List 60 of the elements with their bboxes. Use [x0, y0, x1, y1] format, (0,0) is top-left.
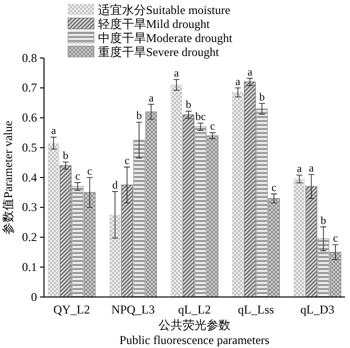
x-tick-label: qL_D3 — [300, 302, 334, 317]
bar — [170, 84, 182, 298]
data-label: a — [51, 125, 56, 138]
y-tick-label: 0.5 — [22, 140, 37, 154]
y-tick-label: 0.2 — [22, 230, 37, 244]
bar — [109, 214, 121, 298]
bar — [121, 184, 133, 298]
x-tick-label: qL_Lss — [238, 302, 274, 317]
bar — [318, 238, 330, 298]
bar — [305, 186, 318, 298]
x-tick-label: qL_L2 — [178, 302, 211, 317]
y-tick-label: 0.4 — [22, 170, 37, 184]
data-label: c — [272, 182, 277, 194]
data-label: c — [332, 232, 338, 245]
bar — [60, 165, 72, 298]
data-label: a — [308, 162, 314, 175]
data-label: a — [296, 163, 302, 176]
bar — [256, 108, 268, 298]
bar — [133, 140, 145, 298]
bar — [206, 135, 218, 298]
x-tick-label: NPQ_L3 — [111, 302, 155, 317]
data-label: c — [75, 170, 80, 183]
bar — [84, 192, 96, 298]
y-tick-label: 0 — [31, 290, 37, 304]
legend-label: 轻度干旱Mild drought — [98, 17, 210, 31]
y-axis-title: 参数值Parameter value — [1, 120, 15, 234]
bar — [194, 126, 206, 298]
bar — [182, 114, 194, 298]
data-label: a — [247, 66, 252, 78]
data-label: b — [259, 91, 266, 104]
data-label: a — [235, 76, 240, 88]
data-label: c — [87, 166, 92, 178]
x-tick-label: QY_L2 — [53, 302, 90, 317]
data-label: b — [186, 99, 192, 112]
bar — [72, 186, 84, 298]
data-label: b — [136, 110, 142, 122]
y-tick-label: 0.7 — [22, 80, 37, 95]
x-axis-title: 公共荧光参数 Public fluorescence parameters — [120, 318, 270, 347]
legend-label: 中度干旱Moderate drought — [98, 31, 233, 45]
y-tick-label: 0.3 — [22, 200, 37, 214]
bar — [293, 178, 306, 298]
data-label: a — [148, 92, 154, 104]
data-label: d — [112, 180, 118, 192]
bar — [48, 142, 60, 298]
bar — [268, 198, 280, 298]
bar — [145, 111, 157, 298]
data-label: c — [124, 155, 130, 168]
data-label: c — [210, 120, 216, 133]
data-label: b — [62, 150, 69, 162]
bar — [244, 82, 256, 298]
bar — [330, 252, 342, 298]
data-label: bc — [195, 111, 206, 124]
y-tick-label: 0.6 — [22, 110, 37, 125]
y-tick-label: 0.8 — [22, 50, 37, 65]
data-label: a — [174, 68, 179, 80]
bar — [232, 92, 244, 298]
data-label: b — [320, 214, 327, 227]
y-tick-label: 0.1 — [22, 260, 37, 274]
legend-label: 适宜水分Suitable moisture — [98, 3, 230, 17]
legend-label: 重度干旱Severe drought — [98, 45, 220, 59]
